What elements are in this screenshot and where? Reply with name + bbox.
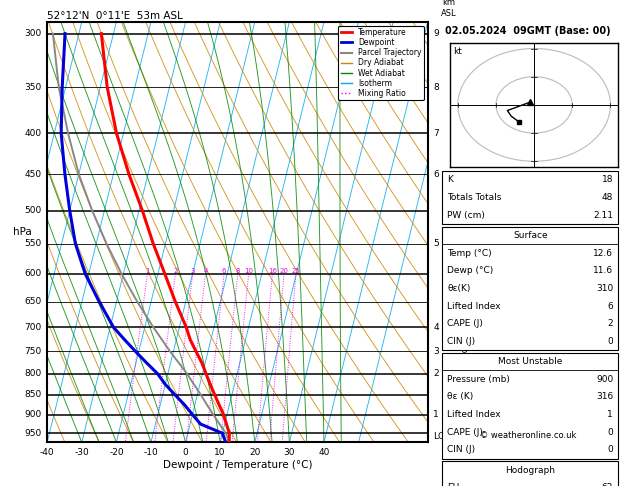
Text: 1: 1 xyxy=(608,410,613,419)
Text: 12.6: 12.6 xyxy=(593,248,613,258)
Text: Lifted Index: Lifted Index xyxy=(447,301,501,311)
Text: LCL: LCL xyxy=(433,433,450,441)
Text: θε(K): θε(K) xyxy=(447,284,470,293)
Text: 20: 20 xyxy=(249,448,260,457)
Text: 62: 62 xyxy=(602,483,613,486)
Text: -30: -30 xyxy=(74,448,89,457)
Text: 950: 950 xyxy=(25,429,42,438)
Text: 20: 20 xyxy=(280,268,289,274)
Text: CIN (J): CIN (J) xyxy=(447,337,476,346)
Text: 700: 700 xyxy=(25,323,42,332)
Text: 11.6: 11.6 xyxy=(593,266,613,275)
Text: 1: 1 xyxy=(433,410,439,419)
Text: 800: 800 xyxy=(25,369,42,378)
Text: 6: 6 xyxy=(222,268,226,274)
Text: 16: 16 xyxy=(268,268,277,274)
Text: 7: 7 xyxy=(433,129,439,138)
Text: 850: 850 xyxy=(25,390,42,399)
Bar xyxy=(442,226,618,350)
Text: 650: 650 xyxy=(25,297,42,306)
Text: hPa: hPa xyxy=(13,227,32,237)
Text: 1: 1 xyxy=(145,268,150,274)
Text: 5: 5 xyxy=(433,239,439,248)
Text: 0: 0 xyxy=(608,428,613,436)
Text: Surface: Surface xyxy=(513,231,547,240)
Text: Hodograph: Hodograph xyxy=(505,466,555,474)
Text: 316: 316 xyxy=(596,392,613,401)
Text: K: K xyxy=(447,175,453,184)
Text: 4: 4 xyxy=(203,268,208,274)
Text: -10: -10 xyxy=(143,448,159,457)
Text: 400: 400 xyxy=(25,129,42,138)
Text: 3: 3 xyxy=(433,347,439,356)
Text: 900: 900 xyxy=(25,410,42,419)
Text: km
ASL: km ASL xyxy=(441,0,457,17)
Text: CAPE (J): CAPE (J) xyxy=(447,428,483,436)
Text: 10: 10 xyxy=(244,268,253,274)
Bar xyxy=(442,171,618,224)
Text: 8: 8 xyxy=(235,268,240,274)
Text: 6: 6 xyxy=(608,301,613,311)
Text: 2: 2 xyxy=(173,268,177,274)
Text: 600: 600 xyxy=(25,269,42,278)
Text: © weatheronline.co.uk: © weatheronline.co.uk xyxy=(480,431,576,440)
Text: 30: 30 xyxy=(284,448,295,457)
Text: 9: 9 xyxy=(433,29,439,38)
Text: 2.11: 2.11 xyxy=(593,211,613,220)
Text: θε (K): θε (K) xyxy=(447,392,474,401)
Legend: Temperature, Dewpoint, Parcel Trajectory, Dry Adiabat, Wet Adiabat, Isotherm, Mi: Temperature, Dewpoint, Parcel Trajectory… xyxy=(338,26,424,100)
Text: Totals Totals: Totals Totals xyxy=(447,193,502,202)
Text: Most Unstable: Most Unstable xyxy=(498,357,562,366)
Text: 0: 0 xyxy=(608,445,613,454)
Text: 25: 25 xyxy=(291,268,300,274)
Text: CIN (J): CIN (J) xyxy=(447,445,476,454)
Text: PW (cm): PW (cm) xyxy=(447,211,485,220)
Text: 550: 550 xyxy=(25,239,42,248)
Text: -20: -20 xyxy=(109,448,124,457)
Text: CAPE (J): CAPE (J) xyxy=(447,319,483,328)
Text: 750: 750 xyxy=(25,347,42,356)
Text: 40: 40 xyxy=(318,448,330,457)
Text: 8: 8 xyxy=(433,83,439,91)
Text: 900: 900 xyxy=(596,375,613,384)
Text: 450: 450 xyxy=(25,170,42,179)
Text: 4: 4 xyxy=(433,323,439,332)
Text: Mixing Ratio (g/kg): Mixing Ratio (g/kg) xyxy=(461,285,470,364)
X-axis label: Dewpoint / Temperature (°C): Dewpoint / Temperature (°C) xyxy=(163,460,312,470)
Text: 350: 350 xyxy=(25,83,42,91)
Bar xyxy=(442,461,618,486)
Text: 10: 10 xyxy=(214,448,226,457)
Text: 48: 48 xyxy=(602,193,613,202)
Text: 6: 6 xyxy=(433,170,439,179)
Text: 0: 0 xyxy=(608,337,613,346)
Text: 310: 310 xyxy=(596,284,613,293)
Text: 18: 18 xyxy=(602,175,613,184)
Text: 300: 300 xyxy=(25,29,42,38)
Text: 02.05.2024  09GMT (Base: 00): 02.05.2024 09GMT (Base: 00) xyxy=(445,26,611,36)
Text: -40: -40 xyxy=(40,448,55,457)
Text: Pressure (mb): Pressure (mb) xyxy=(447,375,510,384)
Text: 3: 3 xyxy=(191,268,195,274)
Text: EH: EH xyxy=(447,483,460,486)
Text: 2: 2 xyxy=(433,369,439,378)
Text: 52°12'N  0°11'E  53m ASL: 52°12'N 0°11'E 53m ASL xyxy=(47,11,183,21)
Text: Temp (°C): Temp (°C) xyxy=(447,248,492,258)
Text: 0: 0 xyxy=(182,448,189,457)
Text: Lifted Index: Lifted Index xyxy=(447,410,501,419)
Text: 2: 2 xyxy=(608,319,613,328)
Bar xyxy=(442,353,618,459)
Text: 500: 500 xyxy=(25,206,42,215)
Text: Dewp (°C): Dewp (°C) xyxy=(447,266,494,275)
